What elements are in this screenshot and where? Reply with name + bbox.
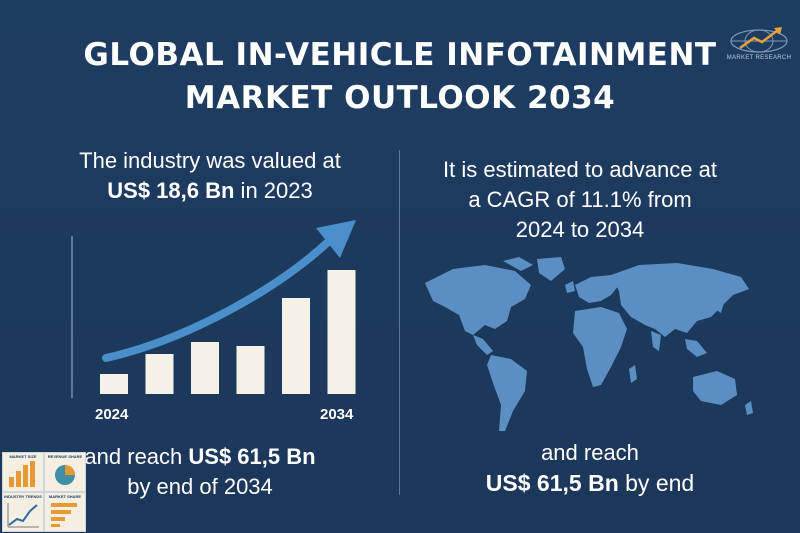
left-reach-suffix: by end of 2034 (127, 474, 273, 499)
right-line-2: a CAGR of 11.1% from (468, 187, 692, 212)
trend-arrow-head-icon (316, 220, 356, 258)
left-value-suffix: in 2023 (234, 178, 313, 203)
right-reach-value-line: US$ 61,5 Bn by end (440, 468, 740, 498)
right-line-1: It is estimated to advance at (443, 157, 717, 182)
horizontal-bars-icon (51, 503, 77, 527)
x-tick-start: 2024 (95, 406, 129, 423)
right-reach-line: and reach (541, 440, 639, 465)
x-tick-end: 2034 (320, 406, 354, 423)
chart-bar (191, 342, 219, 394)
thumbnail-label: INDUSTRY TRENDS (4, 494, 42, 499)
right-line-3: 2024 to 2034 (515, 217, 645, 242)
brand-logo: MARKET RESEARCH (726, 24, 792, 70)
left-value: US$ 18,6 Bn (107, 178, 235, 203)
thumbnail-industry-trends: INDUSTRY TRENDS (2, 492, 44, 532)
chart-bar (145, 354, 174, 394)
right-reach-value: US$ 61,5 Bn (485, 470, 619, 496)
thumbnail-market-share: MARKET SHARE (44, 492, 86, 532)
bar-chart-icon (9, 461, 35, 487)
trend-arrow-shaft (102, 238, 332, 362)
thumbnail-revenue-share: REVENUE SHARE (44, 452, 86, 492)
left-reach-text: and reach US$ 61,5 Bn by end of 2034 (40, 442, 360, 502)
thumbnail-label: MARKET SHARE (48, 494, 82, 499)
left-reach-line: and reach US$ 61,5 Bn (40, 442, 360, 472)
logo-text: MARKET RESEARCH (726, 55, 792, 61)
right-cagr-text: It is estimated to advance at a CAGR of … (415, 155, 745, 245)
logo-globe-icon (730, 27, 788, 53)
page-title: GLOBAL IN-VEHICLE INFOTAINMENT MARKET OU… (0, 34, 800, 120)
thumbnail-market-size: MARKET SIZE (2, 452, 44, 492)
left-valuation-text: The industry was valued at US$ 18,6 Bn i… (40, 146, 380, 206)
title-line-1: GLOBAL IN-VEHICLE INFOTAINMENT (83, 37, 717, 73)
right-reach-suffix: by end (618, 470, 695, 496)
chart-bar (100, 374, 128, 394)
title-line-2: MARKET OUTLOOK 2034 (184, 80, 616, 116)
left-value-line: US$ 18,6 Bn in 2023 (40, 176, 380, 206)
left-reach-prefix: and reach (84, 444, 189, 469)
thumbnail-label: MARKET SIZE (9, 454, 37, 459)
line-chart-icon (7, 503, 39, 528)
right-reach-text: and reach US$ 61,5 Bn by end (440, 438, 740, 498)
left-intro: The industry was valued at (79, 148, 341, 173)
world-map-icon (425, 257, 753, 431)
growth-bar-chart (71, 220, 356, 398)
pie-chart-icon (55, 465, 75, 485)
column-divider (399, 150, 400, 495)
left-reach-value: US$ 61,5 Bn (188, 444, 316, 469)
thumbnail-label: REVENUE SHARE (47, 454, 83, 459)
chart-bar (282, 298, 310, 394)
chart-bar (327, 270, 356, 394)
chart-bar (236, 346, 265, 394)
report-thumbnails: MARKET SIZE REVENUE SHARE INDUSTRY TREND… (0, 450, 86, 533)
